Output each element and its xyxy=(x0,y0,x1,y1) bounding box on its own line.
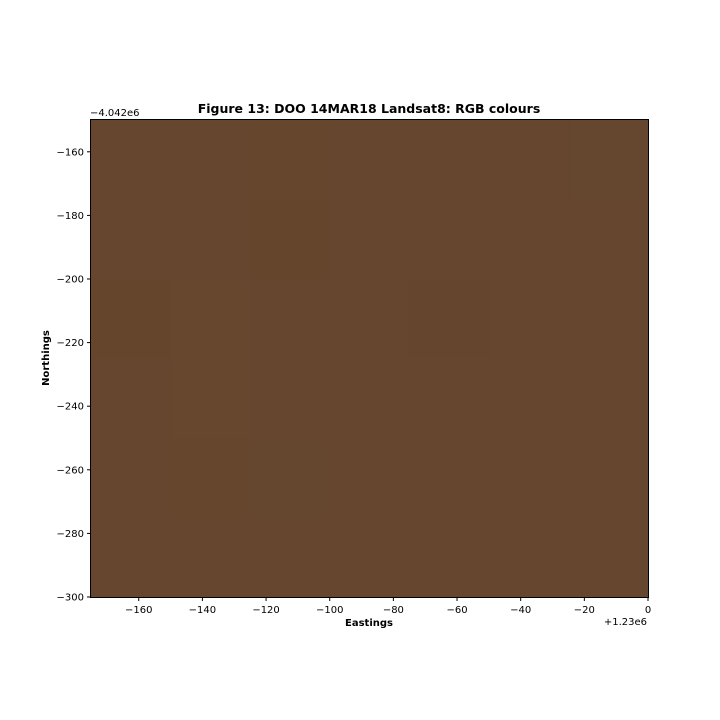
image-pixel xyxy=(91,279,171,359)
x-tick-label: −80 xyxy=(383,605,404,616)
image-pixel xyxy=(488,279,569,359)
image-pixel xyxy=(170,438,251,518)
image-pixel xyxy=(409,279,489,359)
x-tick-label: −100 xyxy=(316,605,343,616)
image-pixel xyxy=(91,358,171,438)
image-pixel xyxy=(568,279,648,359)
image-pixel xyxy=(329,199,410,279)
image-pixel xyxy=(91,120,171,200)
image-pixel xyxy=(91,199,171,279)
x-tick-label: 0 xyxy=(645,605,651,616)
image-pixel xyxy=(170,279,251,359)
x-tick-label: −60 xyxy=(446,605,467,616)
y-tick-label: −180 xyxy=(57,211,84,222)
y-axis-offset-label: −4.042e6 xyxy=(90,108,140,119)
x-tick-label: −120 xyxy=(252,605,279,616)
y-tick-label: −280 xyxy=(57,529,84,540)
x-tick-label: −140 xyxy=(189,605,216,616)
image-pixel xyxy=(568,438,648,518)
image-pixel xyxy=(409,120,489,200)
image-pixel xyxy=(250,120,330,200)
x-axis-ticks: −160 −140 −120 −100 −80 −60 −40 −20 0 xyxy=(125,597,651,616)
image-pixel xyxy=(409,358,489,438)
y-tick-label: −200 xyxy=(57,275,84,286)
y-tick-label: −240 xyxy=(57,402,84,413)
plot-frame xyxy=(90,119,649,598)
image-pixel xyxy=(568,358,648,438)
image-pixel xyxy=(329,279,410,359)
x-axis-label: Eastings xyxy=(345,618,393,629)
image-pixel xyxy=(409,199,489,279)
y-axis-ticks: −160 −180 −200 −220 −240 −260 −280 −300 xyxy=(57,147,91,604)
image-pixel xyxy=(170,120,251,200)
image-pixel xyxy=(568,199,648,279)
image-pixel xyxy=(250,199,330,279)
image-pixel xyxy=(170,358,251,438)
image-pixel xyxy=(329,438,410,518)
image-pixel xyxy=(568,120,648,200)
y-tick-label: −220 xyxy=(57,338,84,349)
image-pixel xyxy=(91,438,171,518)
y-tick-label: −300 xyxy=(57,593,84,604)
image-pixel xyxy=(409,517,489,597)
x-tick-label: −20 xyxy=(574,605,595,616)
plot-area xyxy=(90,119,649,598)
image-pixel xyxy=(409,438,489,518)
image-pixel xyxy=(250,358,330,438)
chart-title: Figure 13: DOO 14MAR18 Landsat8: RGB col… xyxy=(198,101,541,116)
image-pixel xyxy=(250,517,330,597)
image-pixel xyxy=(488,358,569,438)
image-pixel xyxy=(488,120,569,200)
y-tick-label: −160 xyxy=(57,147,84,158)
image-pixel xyxy=(91,517,171,597)
image-pixel xyxy=(250,438,330,518)
image-pixel xyxy=(568,517,648,597)
x-tick-label: −40 xyxy=(510,605,531,616)
image-pixel xyxy=(329,120,410,200)
y-axis-label: Northings xyxy=(41,330,52,386)
image-pixel xyxy=(488,517,569,597)
image-pixel xyxy=(488,199,569,279)
image-pixel xyxy=(170,517,251,597)
image-pixel xyxy=(329,517,410,597)
image-pixel xyxy=(170,199,251,279)
landsat-rgb-image xyxy=(91,120,648,597)
y-tick-label: −260 xyxy=(57,465,84,476)
image-pixel xyxy=(250,279,330,359)
x-tick-label: −160 xyxy=(125,605,152,616)
image-pixel xyxy=(488,438,569,518)
image-pixel xyxy=(329,358,410,438)
x-axis-offset-label: +1.23e6 xyxy=(604,617,647,628)
